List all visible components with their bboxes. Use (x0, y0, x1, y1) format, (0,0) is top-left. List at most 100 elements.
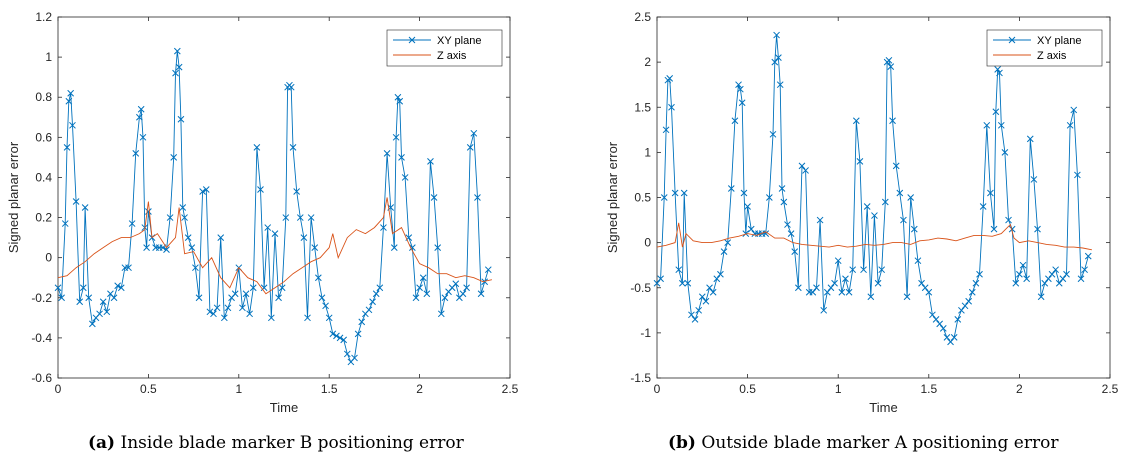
data-point-xy-plane-b (887, 63, 895, 70)
data-point-xy-plane-a (213, 304, 221, 312)
y-tick-label-a: 1.2 (35, 10, 52, 24)
data-point-xy-plane-a (314, 274, 322, 282)
data-point-xy-plane-b (979, 203, 987, 210)
data-point-xy-plane-a (278, 284, 286, 292)
data-point-xy-plane-b (717, 270, 724, 278)
data-point-xy-plane-a (333, 332, 340, 340)
data-point-xy-plane-b (914, 257, 922, 265)
series-line-z-axis-b (656, 222, 1092, 251)
data-point-xy-plane-b (816, 216, 824, 224)
data-point-xy-plane-b (1084, 252, 1092, 260)
y-tick-label-b: -1.5 (630, 371, 651, 385)
legend-box-a (386, 29, 503, 67)
x-tick-label-a: 1.5 (321, 382, 338, 396)
data-point-xy-plane-a (271, 230, 279, 237)
y-tick-label-a: 0 (45, 251, 52, 265)
data-point-xy-plane-b (1048, 270, 1056, 278)
data-point-xy-plane-a (224, 304, 232, 312)
data-point-xy-plane-a (96, 310, 103, 318)
x-tick-label-b: 2.5 (1102, 382, 1119, 396)
data-point-xy-plane-b (972, 279, 980, 287)
data-point-xy-plane-b (838, 288, 846, 296)
data-point-xy-plane-a (166, 214, 174, 221)
data-point-xy-plane-b (671, 189, 679, 197)
data-point-xy-plane-b (680, 189, 688, 197)
data-point-xy-plane-a (192, 264, 199, 272)
data-point-xy-plane-b (996, 69, 1003, 77)
data-point-xy-plane-a (172, 69, 179, 77)
data-point-xy-plane-a (110, 294, 118, 302)
data-point-xy-plane-b (1052, 266, 1059, 274)
data-point-xy-plane-a (463, 284, 470, 292)
data-point-xy-plane-b (1041, 279, 1049, 287)
data-point-xy-plane-b (965, 297, 973, 305)
data-point-xy-plane-a (145, 208, 152, 215)
caption-a-text: Inside blade marker B positioning error (120, 433, 464, 453)
data-point-xy-plane-b (1008, 225, 1016, 233)
data-point-xy-plane-b (653, 279, 661, 287)
data-point-xy-plane-b (684, 279, 692, 287)
data-point-xy-plane-a (239, 304, 246, 312)
data-point-xy-plane-b (744, 203, 751, 210)
data-point-xy-plane-b (771, 58, 779, 66)
data-point-xy-plane-a (293, 188, 301, 195)
series-line-z-axis-a (57, 197, 492, 295)
data-point-xy-plane-b (939, 325, 947, 332)
data-point-xy-plane-b (775, 54, 782, 61)
data-point-xy-plane-b (918, 279, 925, 287)
data-point-xy-plane-a (260, 284, 268, 292)
y-axis-label-a: Signed planar error (6, 141, 21, 253)
data-point-xy-plane-a (61, 220, 69, 227)
data-point-xy-plane-a (99, 298, 107, 306)
data-point-xy-plane-a (325, 314, 333, 322)
data-point-xy-plane-a (398, 154, 405, 161)
data-point-xy-plane-a (416, 284, 423, 292)
data-point-xy-plane-b (910, 225, 918, 233)
data-point-xy-plane-a (430, 194, 438, 201)
data-point-xy-plane-b (831, 279, 838, 287)
data-point-xy-plane-b (695, 306, 703, 314)
data-point-xy-plane-a (206, 308, 214, 316)
data-point-xy-plane-b (813, 284, 820, 292)
data-point-xy-plane-b (834, 257, 842, 265)
y-tick-label-a: 0.6 (35, 130, 52, 144)
data-point-xy-plane-a (65, 97, 73, 105)
data-point-xy-plane-a (369, 298, 376, 306)
data-point-xy-plane-b (925, 288, 933, 296)
data-point-xy-plane-a (181, 214, 188, 221)
data-point-xy-plane-b (921, 284, 929, 292)
data-point-xy-plane-b (827, 284, 835, 292)
data-point-xy-plane-b (823, 288, 831, 296)
data-point-xy-plane-b (871, 212, 878, 219)
data-point-xy-plane-b (874, 279, 882, 287)
y-tick-label-b: -0.5 (630, 281, 651, 295)
data-point-xy-plane-b (1077, 275, 1085, 283)
data-point-xy-plane-b (773, 31, 780, 39)
data-point-xy-plane-b (691, 315, 699, 323)
legend-b: XY plane Z axis (986, 29, 1103, 67)
data-point-xy-plane-b (1012, 279, 1020, 287)
data-point-xy-plane-b (794, 284, 802, 292)
data-point-xy-plane-b (950, 334, 958, 341)
data-point-xy-plane-b (778, 185, 786, 192)
data-point-xy-plane-b (709, 288, 717, 296)
legend-label-xy-plane-a: XY plane (437, 35, 481, 47)
data-point-xy-plane-a (304, 314, 311, 322)
data-point-xy-plane-a (282, 214, 290, 221)
data-point-xy-plane-b (881, 198, 889, 206)
data-point-xy-plane-a (81, 204, 89, 211)
data-point-xy-plane-b (713, 275, 721, 283)
y-tick-label-a: 0.4 (35, 170, 52, 184)
data-point-xy-plane-a (173, 47, 181, 55)
data-point-xy-plane-a (136, 113, 143, 121)
data-point-xy-plane-a (69, 121, 76, 129)
y-tick-label-a: -0.4 (31, 331, 52, 345)
data-point-xy-plane-a (336, 334, 344, 342)
data-point-xy-plane-b (1066, 121, 1074, 129)
data-point-xy-plane-b (929, 311, 936, 319)
data-point-xy-plane-b (1026, 135, 1034, 143)
data-point-xy-plane-b (1045, 275, 1052, 283)
data-point-xy-plane-a (231, 290, 239, 298)
caption-b-label: (b) (668, 433, 696, 453)
data-point-xy-plane-b (987, 189, 994, 197)
